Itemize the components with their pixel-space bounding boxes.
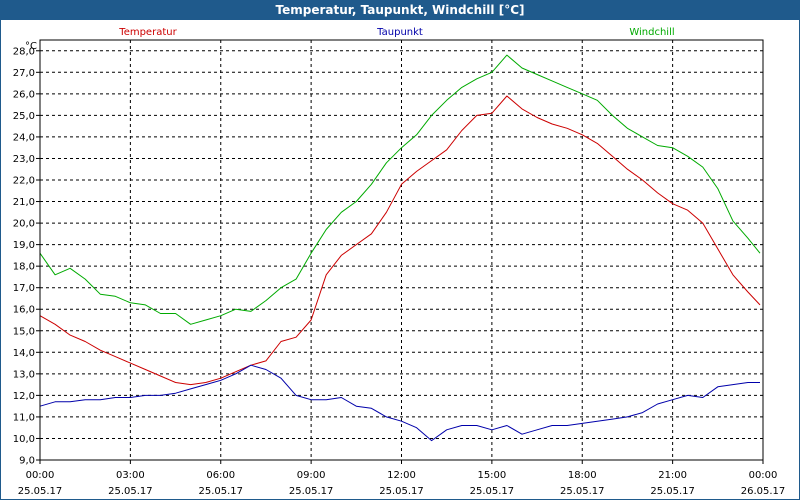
y-tick-label: 17,0 [13,283,35,294]
legend-entry-windchill: Windchill [629,27,674,38]
y-tick-label: 26,0 [13,89,35,100]
x-tick-date: 25.05.17 [289,486,334,497]
y-axis: 9,0 10,0 11,0 12,0 13,0 14,0 15,0 16,0 17,0 18,0 1… [13,41,40,467]
x-tick-date: 25.05.17 [18,486,63,497]
y-tick-label: 27,0 [13,68,35,79]
x-tick-time: 06:00 [206,470,235,481]
y-tick-label: 24,0 [13,132,35,143]
series-line-windchill [39,54,761,325]
x-tick-date: 25.05.17 [198,486,243,497]
x-tick-date: 25.05.17 [108,486,153,497]
y-tick-label: 20,0 [13,219,35,230]
x-tick-time: 00:00 [749,470,778,481]
series-layer [39,54,761,442]
legend: Temperatur Taupunkt Windchill [118,27,674,38]
x-axis: 00:00 25.05.17 03:00 25.05.17 06:00 25.05.17 0… [18,460,786,497]
x-tick-time: 12:00 [387,470,416,481]
x-tick-date: 26.05.17 [741,486,786,497]
y-tick-label: 25,0 [13,111,35,122]
y-tick-label: 23,0 [13,154,35,165]
y-tick-label: 10,0 [13,434,35,445]
x-tick-time: 09:00 [297,470,326,481]
x-tick-date: 25.05.17 [650,486,695,497]
chart-title: Temperatur, Taupunkt, Windchill [°C] [0,0,800,20]
y-tick-label: 11,0 [13,412,35,423]
series-line-taupunkt [39,364,760,442]
x-tick-time: 21:00 [658,470,687,481]
y-tick-label: 19,0 [13,240,35,251]
y-unit-label: °C [25,41,37,52]
legend-entry-temperatur: Temperatur [118,27,177,38]
series-line-temperatur [39,95,761,386]
y-tick-label: 13,0 [13,369,35,380]
y-tick-label: 18,0 [13,262,35,273]
legend-entry-taupunkt: Taupunkt [376,27,423,38]
x-tick-date: 25.05.17 [560,486,605,497]
x-tick-date: 25.05.17 [470,486,515,497]
y-tick-label: 14,0 [13,348,35,359]
grid-lines [40,40,763,461]
y-tick-label: 15,0 [13,326,35,337]
y-tick-label: 9,0 [19,456,35,467]
y-tick-label: 28,0 [13,46,35,57]
y-tick-label: 21,0 [13,197,35,208]
y-tick-label: 12,0 [13,391,35,402]
x-tick-time: 03:00 [116,470,145,481]
x-tick-date: 25.05.17 [379,486,424,497]
y-tick-label: 22,0 [13,176,35,187]
x-tick-time: 15:00 [477,470,506,481]
x-tick-time: 00:00 [26,470,55,481]
x-tick-time: 18:00 [568,470,597,481]
y-tick-label: 16,0 [13,305,35,316]
